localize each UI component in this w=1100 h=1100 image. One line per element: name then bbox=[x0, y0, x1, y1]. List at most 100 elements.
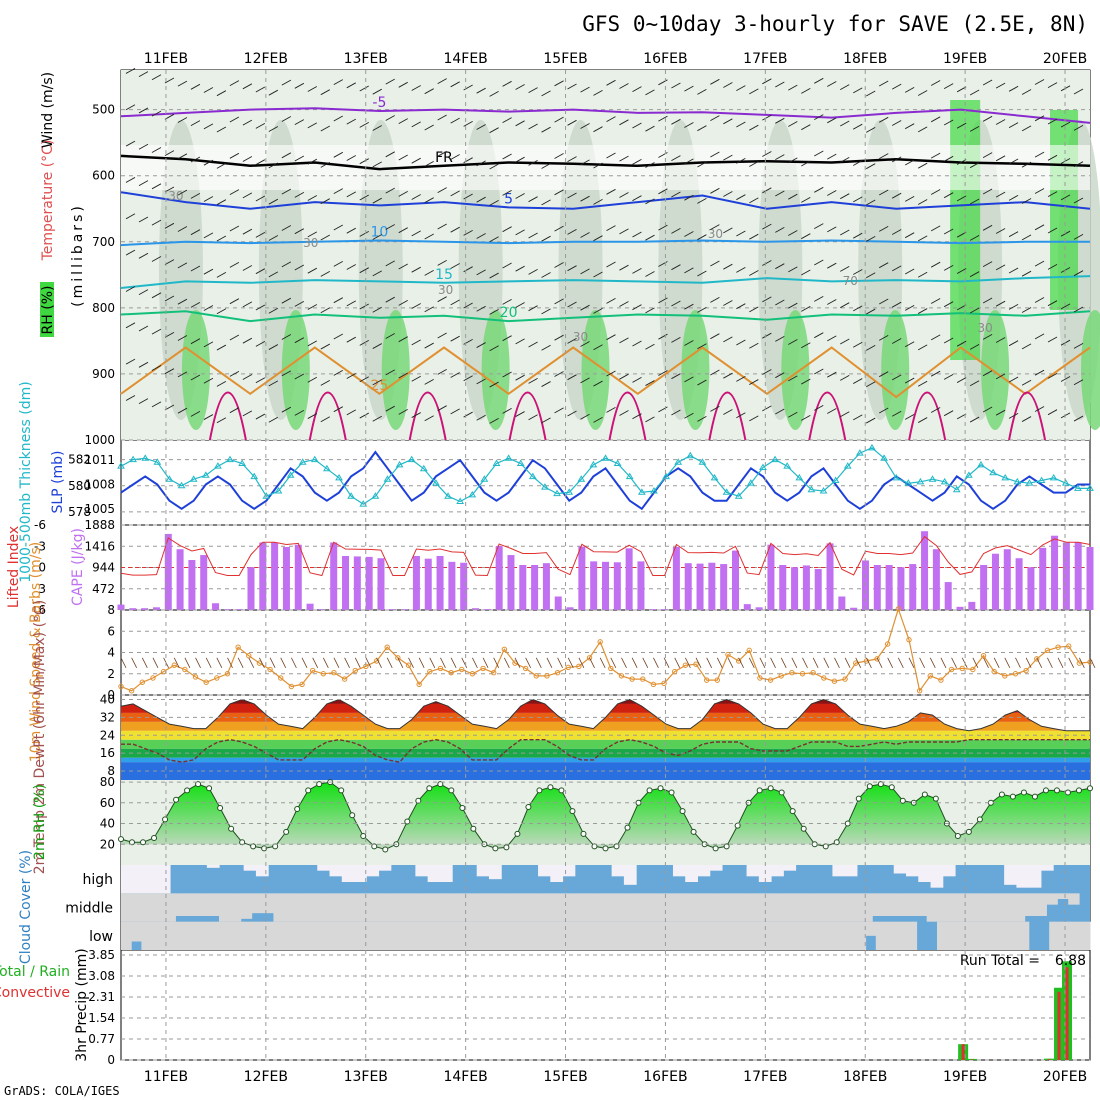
wind-barb bbox=[177, 189, 188, 196]
wind-speed-marker bbox=[278, 675, 284, 681]
run-total-value: 6.88 bbox=[1055, 953, 1086, 969]
wind-barb bbox=[995, 155, 1006, 162]
rh-ytick-label: 40 bbox=[100, 817, 115, 831]
wind-barb bbox=[1034, 260, 1045, 267]
wind-barb bbox=[684, 340, 694, 346]
wind-barb bbox=[736, 266, 746, 273]
wind-barb bbox=[814, 77, 824, 84]
cloud-cell-low bbox=[304, 921, 316, 950]
cape-bar bbox=[176, 549, 184, 610]
wind-barb bbox=[450, 263, 460, 269]
rh-dry-band bbox=[121, 145, 1090, 190]
precip-ytick-label: 1.54 bbox=[88, 1011, 115, 1025]
wind-barb bbox=[969, 162, 980, 169]
wind-barb bbox=[515, 229, 525, 236]
wind-barb bbox=[177, 153, 188, 160]
rh-marker bbox=[140, 839, 147, 846]
cloud-cell-low bbox=[569, 921, 581, 950]
date-label-bottom: 19FEB bbox=[943, 1069, 987, 1085]
wind-barb bbox=[619, 119, 629, 126]
wind-barb bbox=[138, 289, 149, 296]
cape-bar bbox=[590, 561, 598, 610]
wind-speed-marker bbox=[1012, 671, 1019, 677]
wind-barb bbox=[904, 377, 915, 384]
cloud-cell-middle bbox=[208, 893, 220, 916]
wind-speed-marker bbox=[650, 681, 657, 688]
thickness-marker bbox=[432, 479, 440, 486]
wind-barb bbox=[580, 232, 590, 238]
wind-barb bbox=[528, 196, 538, 203]
cape-bar bbox=[684, 563, 692, 610]
cloud-cell-low bbox=[121, 921, 132, 950]
cloud-cell-low bbox=[508, 921, 520, 950]
wind-barb bbox=[1008, 194, 1019, 201]
sounding-ytick-label: 900 bbox=[92, 367, 115, 381]
cloud-cell-low bbox=[314, 921, 326, 950]
wind-barb bbox=[281, 225, 292, 231]
wind-barb bbox=[437, 187, 447, 194]
wind-barb bbox=[930, 261, 941, 268]
wind-barb bbox=[969, 271, 980, 278]
wind-barb bbox=[411, 230, 421, 237]
wind-speed-marker bbox=[214, 675, 220, 681]
wind-barb bbox=[320, 234, 331, 241]
cloud-cell-low bbox=[957, 921, 969, 950]
wind-barb bbox=[697, 234, 707, 241]
thickness-marker bbox=[141, 454, 150, 461]
wind-barb bbox=[411, 339, 421, 346]
cape-bar bbox=[779, 564, 787, 610]
cloud-cell-middle bbox=[458, 893, 470, 922]
wind-barb bbox=[645, 125, 655, 132]
cape-bar bbox=[282, 546, 290, 610]
rh-marker bbox=[756, 787, 763, 794]
cloud-cell-high bbox=[341, 865, 355, 882]
surface-wind-barb bbox=[1004, 657, 1011, 668]
wind-barb bbox=[372, 88, 382, 95]
thickness-marker bbox=[553, 489, 561, 497]
wind-barb bbox=[904, 413, 915, 420]
surface-wind-barb bbox=[525, 657, 531, 668]
wind-barb bbox=[1060, 303, 1071, 310]
cloud-cell-low bbox=[1049, 921, 1060, 950]
wind-barb bbox=[853, 378, 863, 384]
wind-speed-marker bbox=[842, 676, 848, 682]
wind-speed-marker bbox=[799, 671, 806, 677]
wind-barb bbox=[489, 308, 499, 315]
wind-barb bbox=[151, 256, 162, 262]
temperature-band bbox=[121, 762, 1090, 780]
wind-barb bbox=[762, 332, 772, 339]
wind-barb bbox=[125, 140, 136, 147]
wind-speed-marker bbox=[320, 671, 327, 677]
wind-barb bbox=[190, 120, 201, 127]
wind-barb bbox=[710, 151, 720, 158]
wind-barb bbox=[827, 81, 837, 87]
cloud-cell-middle bbox=[273, 893, 285, 922]
isotherm-label: 20 bbox=[500, 305, 518, 321]
cloud-cell-low bbox=[753, 921, 765, 950]
wind-barb bbox=[671, 227, 681, 234]
wind-barb bbox=[697, 197, 707, 204]
temperature-ytick-label: 24 bbox=[100, 728, 115, 742]
wind-barb bbox=[203, 268, 214, 275]
wind-speed-marker bbox=[139, 679, 145, 685]
cloud-cell-middle bbox=[327, 893, 340, 922]
cape-bar bbox=[767, 544, 775, 610]
cloud-cell-low bbox=[202, 921, 214, 950]
wind-barb bbox=[956, 122, 967, 129]
wind-barb bbox=[424, 415, 434, 422]
wind-barb bbox=[982, 333, 993, 340]
cloud-cell-low bbox=[814, 921, 826, 950]
cloud-cell-high bbox=[378, 865, 392, 871]
wind-speed-marker bbox=[267, 666, 273, 673]
surface-wind-barb bbox=[1025, 657, 1032, 668]
cloud-cell-middle bbox=[850, 893, 862, 922]
wind-barb bbox=[632, 304, 642, 311]
wind-barb bbox=[1047, 372, 1058, 379]
cloud-cell-high bbox=[317, 865, 331, 871]
thickness-marker bbox=[238, 459, 247, 467]
wind-barb bbox=[866, 90, 876, 97]
wind-barb bbox=[398, 408, 408, 415]
wind-barb bbox=[164, 368, 175, 375]
precip-legend-total: Total / Rain bbox=[0, 964, 70, 980]
wind-barb bbox=[1034, 188, 1045, 194]
